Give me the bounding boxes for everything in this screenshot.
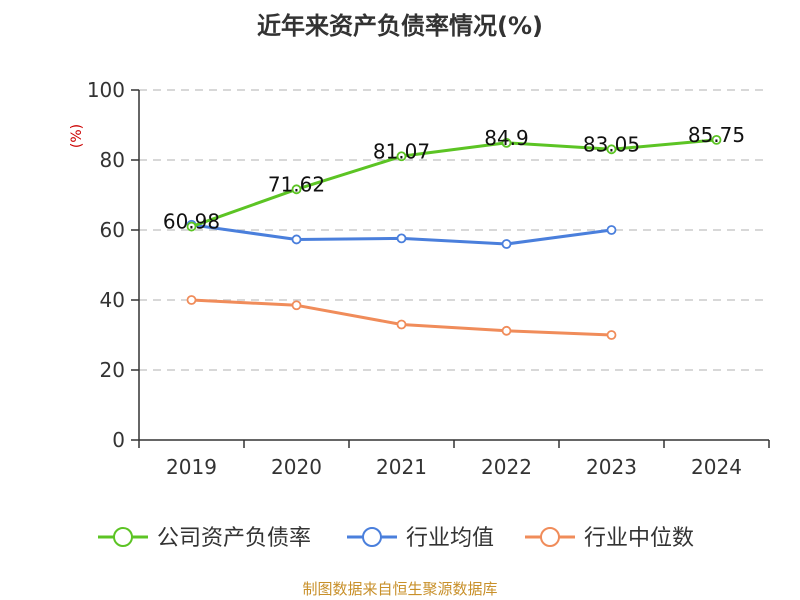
y-tick-label: 80 [100,148,125,172]
legend-swatch-marker [540,527,560,547]
x-tick-label: 2023 [586,455,637,479]
data-point [501,325,512,336]
data-point [711,134,722,145]
data-point [186,295,197,305]
data-point [606,225,617,235]
legend-label: 公司资产负债率 [157,526,311,551]
data-label-layer: 60.98 71.62 81.07 84.9 83.05 85.75 [163,123,745,234]
grid-layer [139,89,769,371]
y-tick-label: 0 [112,428,125,452]
legend-label: 行业均值 [406,526,494,551]
data-label: 60.98 [163,210,220,234]
data-point [291,234,302,245]
data-label: 81.07 [373,139,430,163]
data-point [396,233,407,244]
legend: 公司资产负债率 行业均值 行业中位数 [98,526,694,551]
data-point [186,221,197,232]
source-footer: 制图数据来自恒生聚源数据库 [302,580,498,598]
y-tick-label: 40 [100,288,125,312]
data-point [396,319,407,330]
legend-label: 行业中位数 [584,526,694,551]
y-tick-label: 100 [87,78,125,102]
data-point [291,300,302,311]
x-tick-label: 2022 [481,455,532,479]
data-point [501,137,512,148]
y-tick-label: 60 [100,218,125,242]
data-point [606,330,617,340]
series-line [191,298,612,337]
chart-title: 近年来资产负债率情况(%) [257,12,543,40]
y-tick-label: 20 [100,358,125,382]
data-point [501,239,512,249]
data-point [606,144,617,155]
legend-swatch-marker [362,527,382,547]
data-point [396,151,407,162]
data-label: 71.62 [268,172,325,196]
x-tick-label: 2020 [271,455,322,479]
data-label: 84.9 [484,126,529,150]
x-tick-label: 2021 [376,455,427,479]
x-tick-label: 2019 [166,455,217,479]
series-line [190,138,717,229]
data-point [291,184,302,195]
axis-layer: 0 20 40 60 80 100 2019 2020 2021 2022 2023 2024 [87,78,770,479]
x-tick-label: 2024 [691,455,742,479]
data-label: 83.05 [583,132,640,156]
series-layer [186,134,722,340]
data-label: 85.75 [688,123,745,147]
legend-swatch-marker [113,527,133,547]
